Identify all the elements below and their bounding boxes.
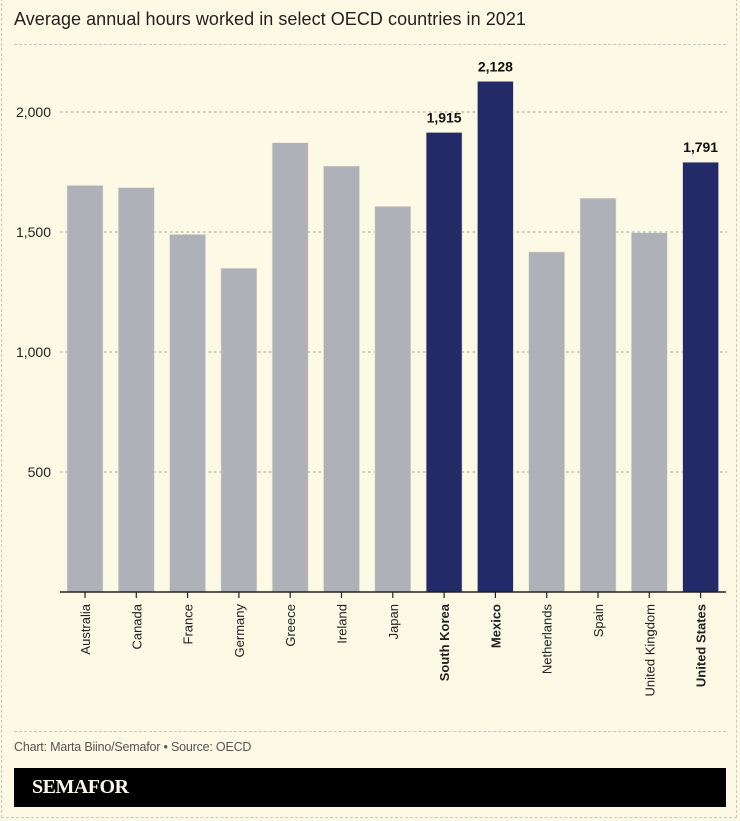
bar-netherlands bbox=[528, 251, 566, 593]
x-tick-label: Canada bbox=[129, 603, 144, 649]
bar-south-korea bbox=[425, 132, 463, 593]
bar-canada bbox=[118, 187, 155, 593]
chart-title: Average annual hours worked in select OE… bbox=[14, 9, 526, 29]
x-tick-label: Ireland bbox=[335, 604, 350, 644]
x-tick-label: United States bbox=[694, 604, 709, 687]
bar-mexico bbox=[477, 80, 514, 593]
bar-united-states bbox=[682, 161, 719, 593]
y-tick-label: 2,000 bbox=[16, 104, 51, 120]
y-tick-label: 500 bbox=[28, 464, 52, 480]
data-label: 1,791 bbox=[683, 139, 718, 155]
semafor-logo: SEMAFOR bbox=[32, 776, 129, 798]
x-tick-label: France bbox=[181, 604, 196, 644]
x-tick-label: Germany bbox=[232, 604, 247, 658]
chart-credit: Chart: Marta Biino/Semafor • Source: OEC… bbox=[14, 740, 252, 754]
bar-germany bbox=[220, 267, 258, 593]
y-tick-label: 1,000 bbox=[16, 344, 51, 360]
x-tick-label: Japan bbox=[386, 604, 401, 639]
bar-chart: 500 1,000 1,500 2,000 1,915 2,128 1,791 Austral… bbox=[16, 58, 727, 697]
x-tick-label: Greece bbox=[283, 604, 298, 647]
y-tick-label: 1,500 bbox=[16, 224, 51, 240]
data-label: 1,915 bbox=[427, 109, 462, 125]
footer-divider bbox=[14, 731, 726, 732]
bar-greece bbox=[271, 142, 309, 593]
bar-spain bbox=[579, 197, 617, 593]
bar-japan bbox=[374, 206, 412, 593]
x-tick-label: United Kingdom bbox=[642, 604, 657, 697]
x-tick-label: South Korea bbox=[437, 603, 452, 681]
bar-ireland bbox=[323, 165, 360, 593]
x-tick-label: Australia bbox=[78, 603, 93, 654]
bar-united-kingdom bbox=[630, 232, 668, 593]
x-tick-label: Mexico bbox=[488, 604, 503, 648]
title-divider bbox=[14, 44, 726, 45]
data-label: 2,128 bbox=[478, 58, 513, 74]
bar-france bbox=[169, 234, 206, 593]
bar-australia bbox=[66, 185, 104, 593]
x-tick-label: Netherlands bbox=[540, 604, 555, 675]
x-tick-label: Spain bbox=[591, 604, 606, 637]
brand-bar: SEMAFOR bbox=[14, 768, 726, 807]
